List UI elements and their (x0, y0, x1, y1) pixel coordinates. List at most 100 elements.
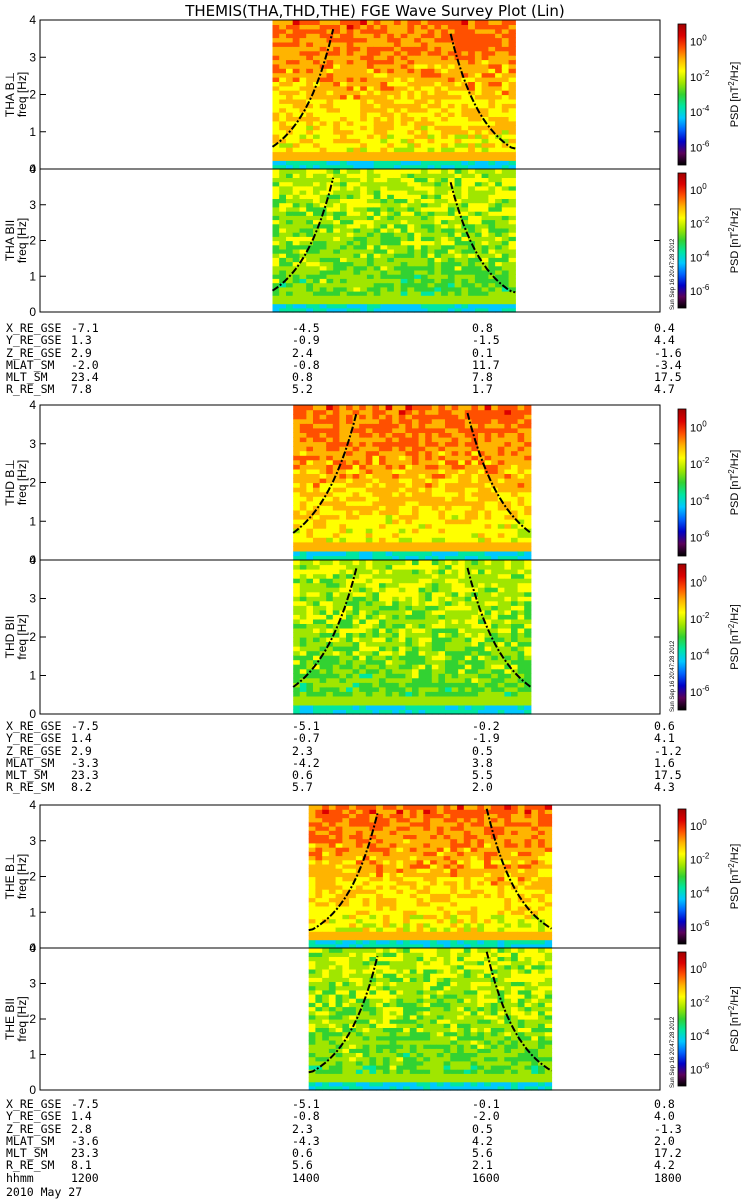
colorbar-tick: 10-4 (690, 104, 710, 119)
colorbar (677, 172, 687, 309)
colorbar (677, 408, 687, 557)
panel-0: 0 1 2 3 4 THA B⊥freq [Hz] 100 10-2 10-4 10-6 PSD [… (3, 13, 741, 176)
ephemeris-value: 1.3 (71, 333, 92, 348)
colorbar-tick: 10-4 (690, 1028, 710, 1043)
colorbar-tick: 10-6 (690, 1061, 710, 1076)
ephemeris-value: -0.8 (292, 1109, 320, 1124)
ephemeris-value: 1.4 (71, 731, 92, 746)
colorbar-tick: 10-2 (690, 69, 710, 84)
freq-label: freq [Hz] (15, 996, 29, 1041)
timestamp-label: Sun Sep 16 20:47:28 2012 (670, 640, 676, 712)
ephemeris-value: 2.3 (292, 743, 313, 758)
freq-label: freq [Hz] (15, 460, 29, 505)
ephemeris-value: 4.1 (654, 731, 675, 746)
colorbar-tick: 10-4 (690, 493, 710, 508)
ephemeris-label: Y_RE_GSE (6, 731, 62, 746)
colorbar (677, 951, 687, 1087)
panel-label: THE B⊥ (3, 854, 17, 900)
ephemeris-value: 3.8 (472, 755, 493, 770)
colorbar-tick: 10-4 (690, 249, 710, 264)
y-tick-label: 3 (29, 198, 36, 212)
ephemeris-row: R_RE_SM 8.1 5.6 2.1 4.2 (6, 1158, 696, 1173)
ephemeris-value: -1.5 (472, 333, 500, 348)
ephemeris-label: Y_RE_GSE (6, 1109, 62, 1124)
ephemeris-value: 5.7 (292, 780, 313, 795)
y-tick-label: 2 (29, 234, 36, 248)
colorbar-tick: 10-6 (690, 530, 710, 545)
y-tick-label: 3 (29, 437, 36, 451)
ephemeris-label: Y_RE_GSE (6, 333, 62, 348)
ephemeris-value: -7.1 (71, 321, 99, 335)
ephemeris-value: 2.1 (472, 1158, 493, 1173)
ephemeris-value: 5.2 (292, 382, 313, 397)
ephemeris-value: 23.3 (71, 1146, 99, 1161)
ephemeris-value: 5.6 (472, 1146, 493, 1161)
panel-label: THA B⊥ (3, 72, 17, 117)
ephemeris-value: 2.9 (71, 743, 92, 758)
ephemeris-value: 4.7 (654, 382, 675, 397)
ephemeris-table-tha: X_RE_GSE -7.1 -4.5 0.8 0.4 Y_RE_GSE 1.3 -0.9 -1.… (6, 322, 696, 396)
ephemeris-value: 4.2 (472, 1133, 493, 1148)
ephemeris-value: 0.5 (472, 1121, 493, 1136)
colorbar-tick: 100 (690, 419, 707, 434)
y-tick-label: 1 (29, 1048, 36, 1062)
ephemeris-row: MLAT_SM -3.3 -4.2 3.8 1.6 (6, 755, 696, 770)
ephemeris-value: 1.7 (472, 382, 493, 397)
colorbar-tick: 10-6 (690, 684, 710, 699)
y-tick-label: 3 (29, 977, 36, 991)
colorbar-tick: 10-2 (690, 456, 710, 471)
y-tick-label: 0 (29, 553, 36, 567)
ephemeris-value: -5.1 (292, 1097, 320, 1111)
ephemeris-value: -4.2 (292, 755, 320, 770)
ephemeris-row: MLAT_SM -2.0 -0.8 11.7 -3.4 (6, 359, 696, 372)
ephemeris-value: -0.1 (472, 1097, 500, 1111)
ephemeris-label: X_RE_GSE (6, 321, 62, 335)
colorbar-label: PSD [nT2/Hz] (727, 62, 741, 128)
colorbar-tick: 100 (690, 574, 707, 589)
colorbar (677, 563, 687, 711)
ephemeris-value: 1600 (472, 1170, 500, 1185)
y-tick-label: 0 (29, 707, 36, 721)
ephemeris-value: 17.5 (654, 370, 682, 385)
ephemeris-value: -1.9 (472, 731, 500, 746)
ephemeris-row: X_RE_GSE -7.5 -5.1 -0.1 0.8 (6, 1097, 696, 1111)
ephemeris-value: 23.3 (71, 768, 99, 783)
ephemeris-value: -5.1 (292, 719, 320, 733)
ephemeris-value: 1800 (654, 1170, 682, 1185)
ephemeris-row: Y_RE_GSE 1.4 -0.8 -2.0 4.0 (6, 1109, 696, 1124)
y-tick-label: 2 (29, 1012, 36, 1026)
y-tick-label: 3 (29, 50, 36, 64)
y-tick-label: 2 (29, 630, 36, 644)
plot-title: THEMIS(THA,THD,THE) FGE Wave Survey Plot… (185, 2, 565, 20)
ephemeris-value: -0.9 (292, 333, 320, 348)
ephemeris-row: X_RE_GSE -7.5 -5.1 -0.2 0.6 (6, 719, 696, 733)
y-tick-label: 0 (29, 162, 36, 176)
y-tick-label: 4 (29, 798, 36, 812)
y-tick-label: 2 (29, 870, 36, 884)
ephemeris-value: 2.4 (292, 345, 313, 360)
ephemeris-label: X_RE_GSE (6, 719, 62, 733)
panel-2: 0 1 2 3 4 THD B⊥freq [Hz] 100 10-2 10-4 10-6 PSD [… (3, 398, 741, 567)
ephemeris-value: 2.8 (71, 1121, 92, 1136)
ephemeris-value: 0.5 (472, 743, 493, 758)
ephemeris-value: -3.6 (71, 1133, 99, 1148)
freq-label: freq [Hz] (15, 218, 29, 263)
ephemeris-value: 7.8 (71, 382, 92, 397)
ephemeris-value: 2.9 (71, 345, 92, 360)
ephemeris-value: 4.0 (654, 1109, 675, 1124)
ephemeris-row: Z_RE_GSE 2.8 2.3 0.5 -1.3 (6, 1121, 696, 1136)
ephemeris-value: 8.2 (71, 780, 92, 795)
colorbar-label: PSD [nT2/Hz] (727, 604, 741, 670)
ephemeris-label: Z_RE_GSE (6, 345, 62, 360)
ephemeris-label: MLAT_SM (6, 1133, 55, 1148)
colorbar (677, 808, 687, 945)
timestamp-label: Sun Sep 16 20:47:28 2012 (670, 238, 676, 310)
ephemeris-value: 17.2 (654, 1146, 682, 1161)
colorbar-tick: 100 (690, 961, 707, 976)
ephemeris-value: 5.6 (292, 1158, 313, 1173)
ephemeris-row: Y_RE_GSE 1.3 -0.9 -1.5 4.4 (6, 333, 696, 348)
ephemeris-label: R_RE_SM (6, 780, 55, 795)
